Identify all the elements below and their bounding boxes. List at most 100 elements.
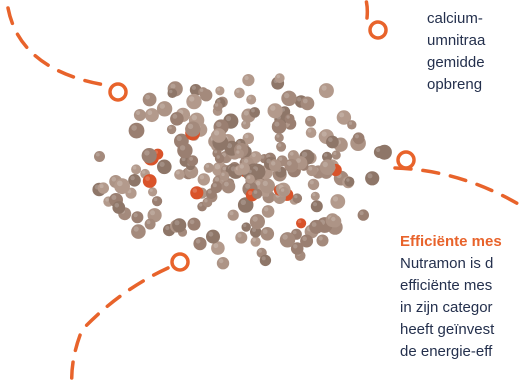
granule-highlight xyxy=(222,166,227,171)
granule-highlight xyxy=(207,189,212,194)
granule-highlight xyxy=(252,238,256,242)
granule-highlight xyxy=(111,195,117,200)
brown-granule xyxy=(203,162,214,173)
brown-granule xyxy=(260,178,275,194)
brown-granule xyxy=(114,178,130,195)
brown-granule xyxy=(310,191,320,201)
granule-highlight xyxy=(204,199,208,203)
granule-highlight xyxy=(149,188,153,192)
brown-granule xyxy=(279,232,296,248)
brown-granule xyxy=(290,242,304,255)
brown-granule xyxy=(260,227,275,241)
granule-highlight xyxy=(174,220,180,226)
granule-highlight xyxy=(312,193,316,197)
brown-granule xyxy=(331,150,341,160)
granule-highlight xyxy=(331,216,336,222)
granule-highlight xyxy=(189,156,194,161)
brown-granule xyxy=(306,164,318,177)
granule-highlight xyxy=(130,175,135,181)
granule-highlight xyxy=(252,216,258,222)
brown-granule xyxy=(213,102,223,112)
granule-highlight xyxy=(245,183,251,189)
granule-highlight xyxy=(146,220,151,225)
brown-granule xyxy=(241,120,251,130)
brown-granule xyxy=(142,92,157,107)
granule-highlight xyxy=(301,151,308,158)
brown-granule xyxy=(186,93,202,110)
brown-granule xyxy=(357,209,369,221)
brown-granule xyxy=(205,188,217,200)
granule-highlight xyxy=(243,110,249,116)
granule-highlight xyxy=(244,134,249,139)
granule-highlight xyxy=(312,202,318,207)
granule-highlight xyxy=(191,114,197,121)
granule-highlight xyxy=(199,88,204,92)
orange-granule xyxy=(142,174,157,188)
brown-granule xyxy=(211,241,225,255)
brown-granule xyxy=(187,155,199,167)
brown-granule xyxy=(281,90,297,107)
brown-granule xyxy=(326,135,339,149)
text-line: umnitraa xyxy=(427,32,486,49)
brown-granule xyxy=(141,148,157,164)
granule-highlight xyxy=(308,166,313,171)
granule-highlight xyxy=(236,145,242,151)
granule-highlight xyxy=(293,244,298,249)
granule-highlight xyxy=(274,121,280,127)
granule-highlight xyxy=(111,176,117,182)
granule-highlight xyxy=(170,83,176,89)
fertilizer-granules-image xyxy=(92,73,392,270)
granule-highlight xyxy=(240,199,246,205)
brown-granule xyxy=(274,133,284,143)
brown-granule xyxy=(241,222,251,232)
brown-granule xyxy=(246,94,257,105)
granule-highlight xyxy=(251,108,255,113)
granule-highlight xyxy=(346,178,350,182)
granule-highlight xyxy=(176,135,182,141)
granule-highlight xyxy=(239,164,244,169)
granule-highlight xyxy=(318,236,323,241)
brown-granule xyxy=(249,107,260,118)
granule-highlight xyxy=(131,125,137,131)
granule-highlight xyxy=(376,147,381,153)
brown-granule xyxy=(221,179,236,194)
granule-highlight xyxy=(280,188,285,192)
granule-highlight xyxy=(243,223,247,228)
granule-highlight xyxy=(255,180,261,186)
brown-granule xyxy=(177,142,193,159)
granule-highlight xyxy=(258,249,262,253)
granule-highlight xyxy=(359,211,364,216)
text-line: heeft geïnvest xyxy=(400,321,495,338)
brown-granule xyxy=(152,196,163,207)
orange-granule xyxy=(190,186,204,200)
granule-highlight xyxy=(297,219,302,224)
brown-granule xyxy=(373,146,386,159)
granule-highlight xyxy=(199,175,205,180)
brown-granule xyxy=(242,132,254,144)
granule-highlight xyxy=(296,158,301,163)
granule-highlight xyxy=(261,155,265,159)
brown-granule xyxy=(235,231,248,244)
granule-highlight xyxy=(297,97,302,102)
granule-highlight xyxy=(133,213,138,218)
granule-highlight xyxy=(216,121,222,128)
granule-highlight xyxy=(205,164,210,168)
granule-highlight xyxy=(226,143,233,149)
granule-highlight xyxy=(214,103,219,107)
granule-highlight xyxy=(172,114,178,119)
brown-granule xyxy=(216,257,230,270)
granule-highlight xyxy=(328,137,333,142)
brown-granule xyxy=(112,201,126,214)
granule-highlight xyxy=(199,203,203,207)
granule-highlight xyxy=(348,121,353,125)
granule-highlight xyxy=(243,158,249,164)
brown-granule xyxy=(144,108,159,123)
granule-highlight xyxy=(270,105,276,111)
granule-highlight xyxy=(282,234,288,240)
brown-granule xyxy=(250,236,261,247)
brown-granule xyxy=(156,101,173,117)
brown-granule xyxy=(292,193,303,204)
brown-granule xyxy=(97,182,110,194)
brown-granule xyxy=(310,200,323,213)
granule-highlight xyxy=(322,161,328,168)
